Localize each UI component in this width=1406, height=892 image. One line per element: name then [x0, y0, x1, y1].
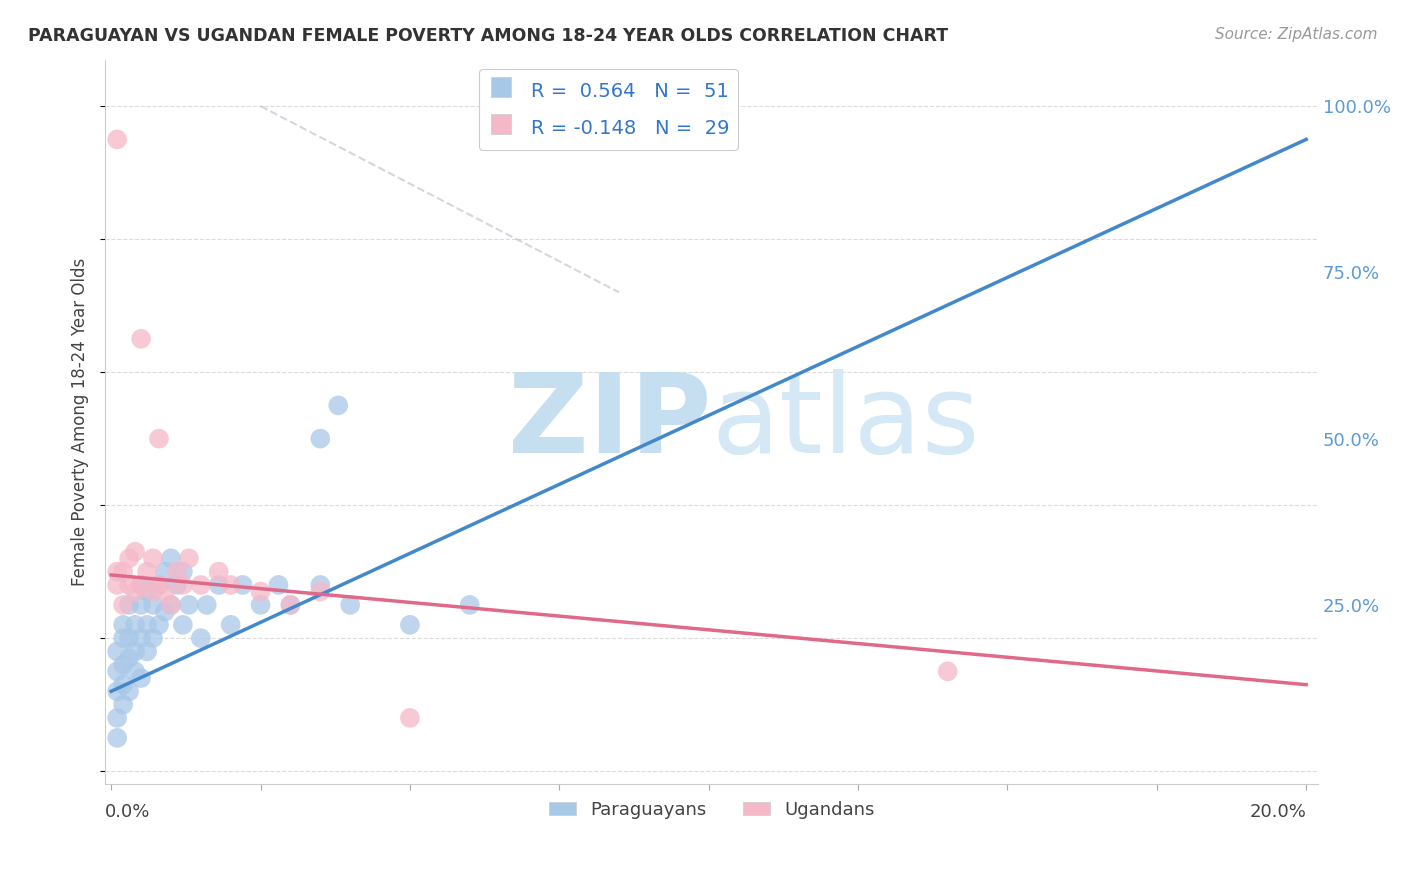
Point — [105, 565, 128, 579]
Point — [105, 578, 128, 592]
Point — [190, 631, 212, 645]
Point — [399, 617, 422, 632]
Point — [172, 578, 194, 592]
Point — [267, 578, 290, 592]
Point — [148, 432, 170, 446]
Point — [208, 578, 231, 592]
Point — [118, 684, 141, 698]
Y-axis label: Female Poverty Among 18-24 Year Olds: Female Poverty Among 18-24 Year Olds — [72, 258, 89, 586]
Point — [160, 598, 183, 612]
Point — [195, 598, 218, 612]
Text: atlas: atlas — [711, 368, 980, 475]
Point — [112, 698, 135, 712]
Point — [309, 578, 332, 592]
Point — [142, 584, 165, 599]
Point — [177, 551, 200, 566]
Point — [309, 584, 332, 599]
Point — [190, 578, 212, 592]
Point — [129, 598, 152, 612]
Point — [172, 565, 194, 579]
Point — [136, 644, 159, 658]
Point — [153, 565, 176, 579]
Point — [142, 551, 165, 566]
Point — [328, 398, 350, 412]
Point — [129, 332, 152, 346]
Point — [112, 565, 135, 579]
Point — [112, 657, 135, 672]
Text: 0.0%: 0.0% — [105, 803, 150, 821]
Point — [309, 432, 332, 446]
Point — [136, 565, 159, 579]
Point — [458, 598, 481, 612]
Point — [112, 617, 135, 632]
Point — [124, 544, 146, 558]
Point — [112, 598, 135, 612]
Point — [219, 578, 242, 592]
Point — [208, 565, 231, 579]
Point — [399, 711, 422, 725]
Point — [129, 631, 152, 645]
Text: 20.0%: 20.0% — [1250, 803, 1306, 821]
Point — [118, 551, 141, 566]
Point — [129, 578, 152, 592]
Point — [105, 731, 128, 745]
Point — [105, 132, 128, 146]
Point — [219, 617, 242, 632]
Point — [124, 644, 146, 658]
Point — [249, 598, 271, 612]
Point — [148, 617, 170, 632]
Point — [105, 684, 128, 698]
Point — [112, 631, 135, 645]
Point — [105, 665, 128, 679]
Point — [112, 678, 135, 692]
Point — [232, 578, 254, 592]
Point — [136, 617, 159, 632]
Point — [172, 617, 194, 632]
Point — [160, 551, 183, 566]
Point — [105, 644, 128, 658]
Point — [118, 578, 141, 592]
Point — [118, 651, 141, 665]
Point — [136, 584, 159, 599]
Point — [339, 598, 361, 612]
Point — [280, 598, 302, 612]
Point — [153, 605, 176, 619]
Point — [105, 711, 128, 725]
Legend: Paraguayans, Ugandans: Paraguayans, Ugandans — [541, 794, 882, 826]
Point — [142, 598, 165, 612]
Point — [160, 598, 183, 612]
Point — [153, 584, 176, 599]
Point — [148, 578, 170, 592]
Point — [148, 578, 170, 592]
Point — [638, 112, 661, 127]
Point — [280, 598, 302, 612]
Point — [142, 631, 165, 645]
Point — [177, 598, 200, 612]
Point — [166, 565, 188, 579]
Point — [118, 631, 141, 645]
Text: ZIP: ZIP — [509, 368, 711, 475]
Text: PARAGUAYAN VS UGANDAN FEMALE POVERTY AMONG 18-24 YEAR OLDS CORRELATION CHART: PARAGUAYAN VS UGANDAN FEMALE POVERTY AMO… — [28, 27, 948, 45]
Point — [124, 665, 146, 679]
Point — [166, 578, 188, 592]
Point — [118, 598, 141, 612]
Text: Source: ZipAtlas.com: Source: ZipAtlas.com — [1215, 27, 1378, 42]
Point — [129, 578, 152, 592]
Point — [124, 617, 146, 632]
Point — [249, 584, 271, 599]
Point — [936, 665, 959, 679]
Point — [124, 584, 146, 599]
Point — [129, 671, 152, 685]
